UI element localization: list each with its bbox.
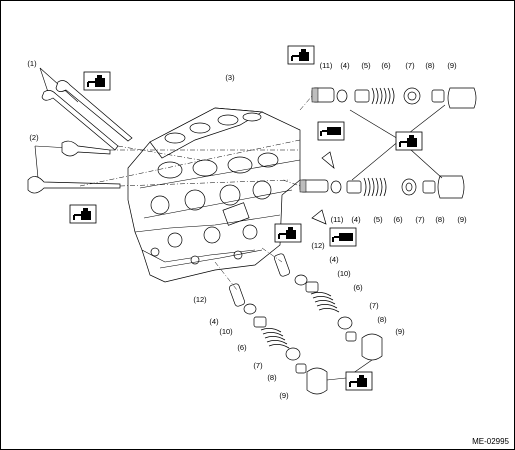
callout-7-mid: (7) <box>415 215 425 224</box>
callout-5-mid: (5) <box>373 215 383 224</box>
callout-10-right: (10) <box>337 269 351 278</box>
callout-4-right: (4) <box>329 255 339 264</box>
callout-1: (1) <box>27 59 37 68</box>
callout-7-left: (7) <box>253 361 263 370</box>
oil-can-icon <box>274 223 302 243</box>
grease-gun-icon <box>317 121 345 141</box>
oil-can-icon <box>345 371 373 391</box>
callout-4-left: (4) <box>209 317 219 326</box>
oil-can-icon <box>287 45 315 65</box>
callout-11-top: (11) <box>320 61 333 70</box>
callout-12-left: (12) <box>193 295 207 304</box>
figure-code: ME-02995 <box>472 437 509 446</box>
callout-8-top: (8) <box>425 61 435 70</box>
middle-right-valve-train <box>282 151 465 225</box>
lower-valve-train <box>214 247 383 395</box>
callout-8-right: (8) <box>377 315 387 324</box>
callout-11-mid: (11) <box>331 215 344 224</box>
callout-6-mid: (6) <box>393 215 403 224</box>
callout-3: (3) <box>225 73 235 82</box>
callout-6-right: (6) <box>353 283 363 292</box>
callout-9-left: (9) <box>279 391 289 400</box>
callout-2: (2) <box>29 133 39 142</box>
callout-4-mid: (4) <box>351 215 361 224</box>
oil-can-icon <box>69 204 97 224</box>
upper-right-valve-train <box>299 87 477 111</box>
callout-7-top: (7) <box>405 61 415 70</box>
callout-6-top: (6) <box>381 61 391 70</box>
oil-can-icon <box>395 131 423 151</box>
callout-6-left: (6) <box>237 343 247 352</box>
callout-12-right: (12) <box>311 241 325 250</box>
callout-8-mid: (8) <box>435 215 445 224</box>
callout-9-right: (9) <box>395 327 405 336</box>
callout-5-top: (5) <box>361 61 371 70</box>
callout-9-mid: (9) <box>457 215 467 224</box>
callout-4-top: (4) <box>340 61 350 70</box>
callout-9-top: (9) <box>447 61 457 70</box>
oil-can-icon <box>83 71 111 91</box>
callout-labels: (1) (2) (3) (11) (4) (5) (6) (7) (8) (9)… <box>27 59 467 400</box>
cylinder-head <box>127 107 301 283</box>
valves-left <box>27 67 301 194</box>
callout-7-right: (7) <box>369 301 379 310</box>
grease-gun-icon <box>329 227 357 247</box>
callout-8-left: (8) <box>267 373 277 382</box>
callout-10-left: (10) <box>219 327 233 336</box>
